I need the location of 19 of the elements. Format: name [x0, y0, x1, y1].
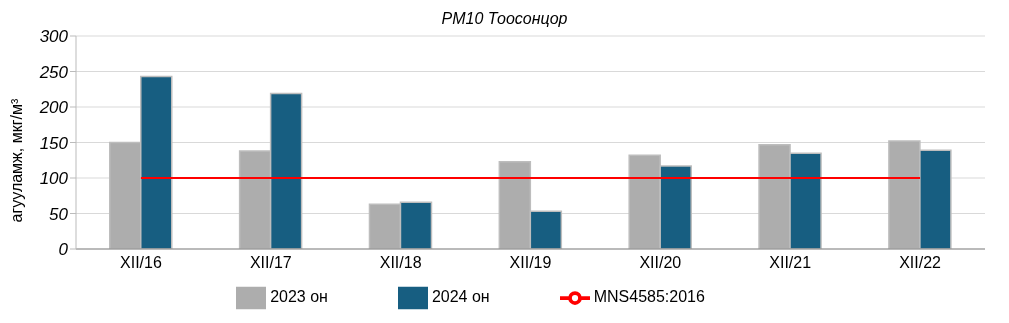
y-tick-label: 200 — [38, 98, 69, 118]
y-tick-label: 300 — [39, 27, 69, 47]
x-tick-label: XII/16 — [120, 254, 162, 272]
y-tick-label: 250 — [38, 62, 69, 82]
x-tick-label: XII/20 — [639, 254, 682, 272]
x-tick-label: XII/17 — [249, 254, 292, 272]
y-tick-label: 50 — [49, 204, 69, 224]
legend-label: 2024 он — [431, 288, 490, 306]
y-axis-title: агууламж, мкг/м³ — [7, 98, 25, 223]
x-tick-label: XII/22 — [899, 254, 942, 272]
y-tick-label: 100 — [39, 169, 69, 189]
chart-title: PM10 Тоосонцор — [440, 10, 569, 28]
legend-label: MNS4585:2016 — [593, 288, 705, 306]
y-tick-label: 150 — [39, 133, 69, 153]
y-tick-label: 0 — [58, 240, 69, 260]
x-tick-label: XII/19 — [509, 254, 552, 272]
x-tick-label: XII/21 — [769, 254, 812, 272]
x-tick-label: XII/18 — [379, 254, 422, 272]
legend-label: 2023 он — [270, 288, 328, 306]
